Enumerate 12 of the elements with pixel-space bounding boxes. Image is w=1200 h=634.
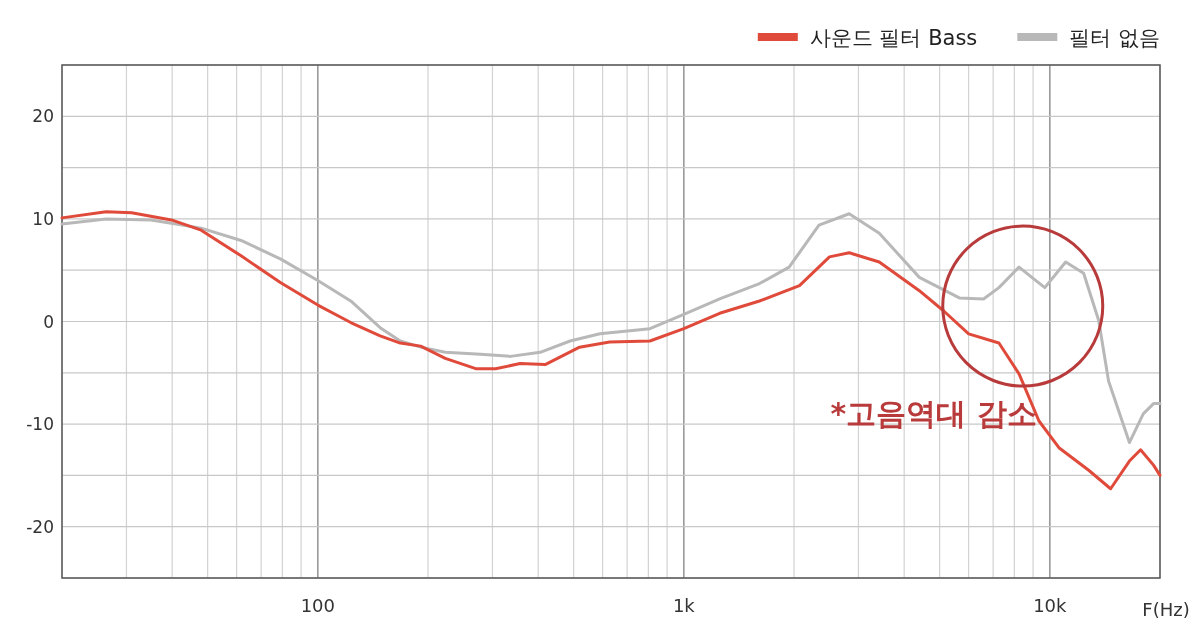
- x-tick-label: 1k: [672, 595, 696, 616]
- x-tick-label: 100: [300, 595, 335, 616]
- y-tick-label: -10: [26, 414, 54, 435]
- x-axis-title: F(Hz): [1142, 599, 1190, 620]
- y-tick-label: 0: [43, 311, 54, 332]
- y-tick-label: 20: [32, 106, 54, 127]
- legend-label: 사운드 필터 Bass: [809, 26, 978, 50]
- x-tick-label: 10k: [1033, 595, 1068, 616]
- y-tick-label: 10: [32, 208, 54, 229]
- annotation: *고음역대 감소: [830, 396, 1037, 432]
- y-tick-label: -20: [26, 516, 54, 537]
- legend-label: 필터 없음: [1069, 26, 1160, 50]
